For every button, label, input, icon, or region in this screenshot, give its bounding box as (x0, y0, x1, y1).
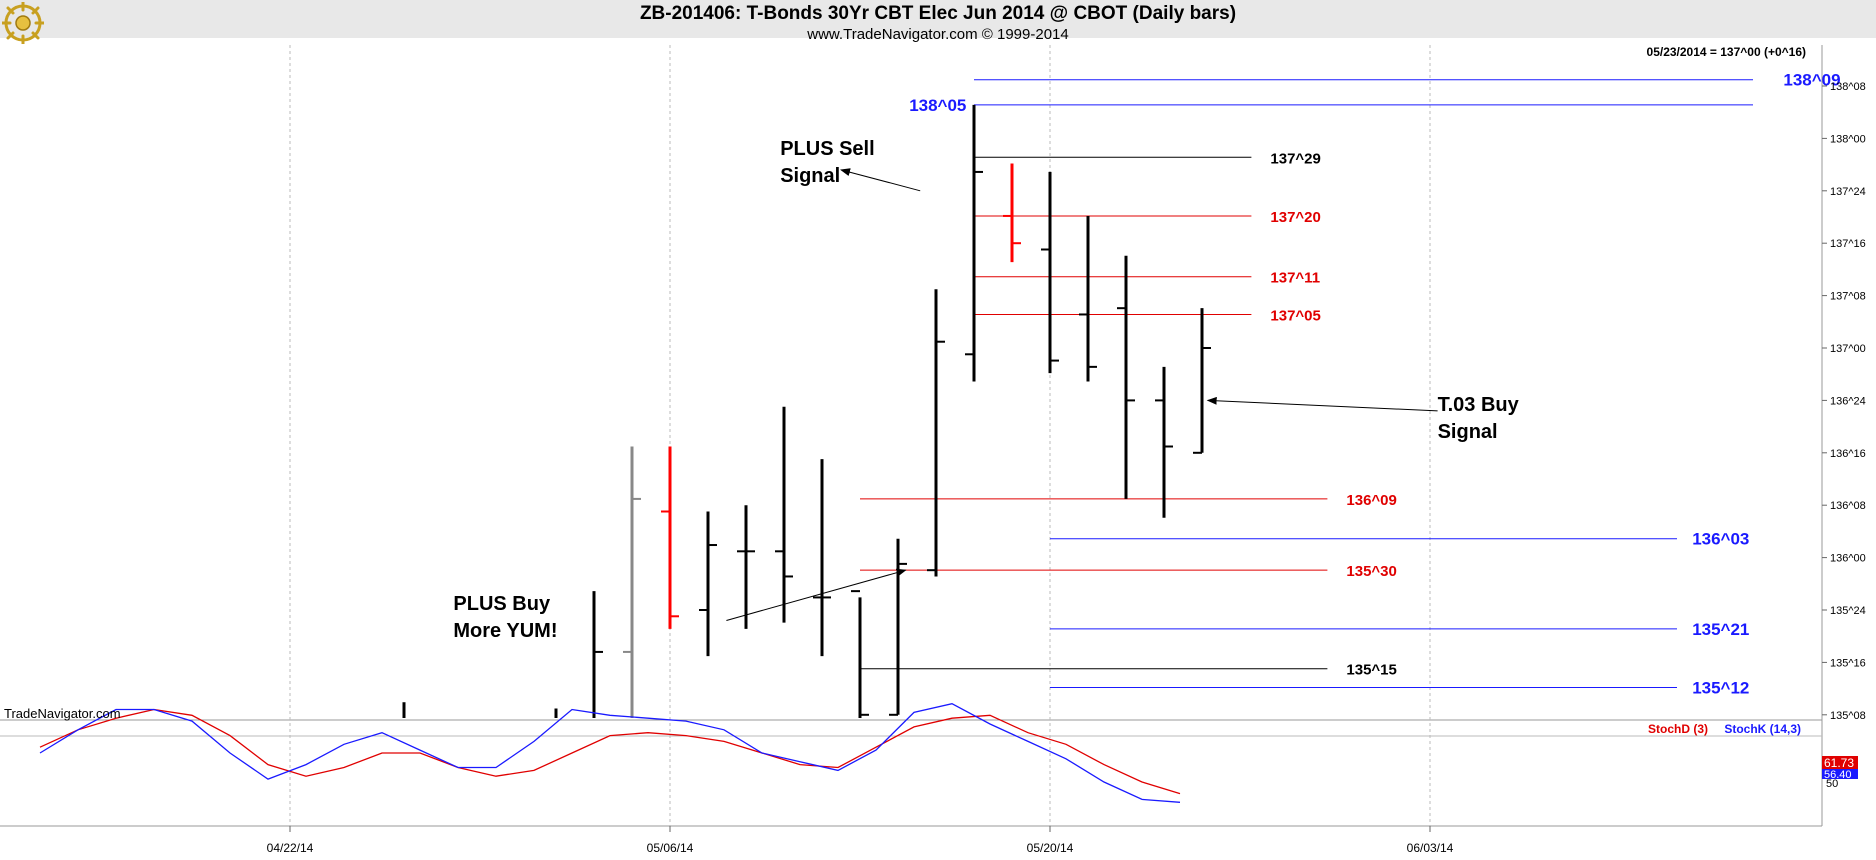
level-label: 136^09 (1346, 492, 1396, 509)
chart-subtitle: www.TradeNavigator.com © 1999-2014 (807, 26, 1069, 43)
annotation-arrow (1206, 396, 1438, 412)
date-label: 04/22/14 (267, 841, 314, 855)
annotation-label: PLUS Sell (780, 138, 874, 160)
quote-readout: 05/23/2014 = 137^00 (+0^16) (1647, 45, 1806, 59)
price-tick-label: 138^08 (1830, 81, 1866, 93)
annotation-label: PLUS Buy (453, 593, 551, 615)
legend-stochd: StochD (3) (1648, 722, 1708, 736)
price-tick-label: 135^08 (1830, 710, 1866, 722)
price-tick-label: 137^00 (1830, 343, 1866, 355)
annotation-label: Signal (1438, 421, 1498, 443)
legend-stochk: StochK (14,3) (1724, 722, 1801, 736)
level-label: 137^20 (1270, 209, 1320, 226)
annotations: PLUS Sell Signal PLUS Buy More YUM! T.03 Buy… (453, 138, 1519, 642)
price-axis-background (1822, 38, 1876, 860)
annotation-label: Signal (780, 165, 840, 187)
stochd-readout-box (1822, 756, 1858, 769)
price-tick-label: 137^08 (1830, 291, 1866, 303)
annotation-label: More YUM! (453, 620, 557, 642)
price-tick-label: 135^16 (1830, 657, 1866, 669)
price-tick-label: 135^24 (1830, 605, 1866, 617)
level-label: 138^09 (1783, 71, 1840, 90)
stochk-readout: 56.40 (1824, 769, 1852, 781)
watermark-text: TradeNavigator.com (4, 706, 121, 721)
level-lines: 138^09 138^05 137^29 137^20 137^11 137^05 136^… (860, 71, 1841, 698)
price-tick-label: 136^00 (1830, 553, 1866, 565)
price-bars (402, 104, 1211, 718)
chart-title: ZB-201406: T-Bonds 30Yr CBT Elec Jun 201… (639, 3, 1237, 24)
date-label: 06/03/14 (1407, 841, 1454, 855)
annotation-label: T.03 Buy (1438, 394, 1520, 416)
price-tick-label: 137^16 (1830, 238, 1866, 250)
plot-background (0, 38, 1822, 860)
date-label: 05/20/14 (1027, 841, 1074, 855)
gridlines (289, 45, 1431, 826)
level-label: 138^05 (909, 96, 966, 115)
price-tick-label: 136^24 (1830, 395, 1866, 407)
level-label: 135^21 (1692, 620, 1749, 639)
stoch-axis-label: 50 (1826, 778, 1838, 790)
tradenavigator-logo-icon (2, 2, 44, 44)
price-tick-label: 136^08 (1830, 500, 1866, 512)
level-label: 137^29 (1270, 150, 1320, 167)
price-tick-label: 138^00 (1830, 133, 1866, 145)
stochk-readout-box (1822, 769, 1858, 779)
level-label: 135^15 (1346, 662, 1396, 679)
price-tick-label: 136^16 (1830, 448, 1866, 460)
annotation-arrow (726, 568, 907, 621)
annotation-arrow (840, 168, 921, 192)
date-axis: 04/22/14 05/06/14 05/20/14 06/03/14 (267, 826, 1454, 855)
level-label: 137^05 (1270, 307, 1320, 324)
level-label: 137^11 (1270, 270, 1320, 287)
level-label: 135^30 (1346, 563, 1396, 580)
stochd-line (39, 708, 1181, 795)
date-label: 05/06/14 (647, 841, 694, 855)
price-axis: 138^08 138^00 137^24 137^16 137^08 137^00 136^… (1822, 81, 1866, 722)
level-label: 135^12 (1692, 679, 1749, 698)
price-tick-label: 137^24 (1830, 186, 1866, 198)
stochd-readout: 61.73 (1824, 756, 1854, 770)
stochk-line (39, 703, 1181, 803)
level-label: 136^03 (1692, 530, 1749, 549)
